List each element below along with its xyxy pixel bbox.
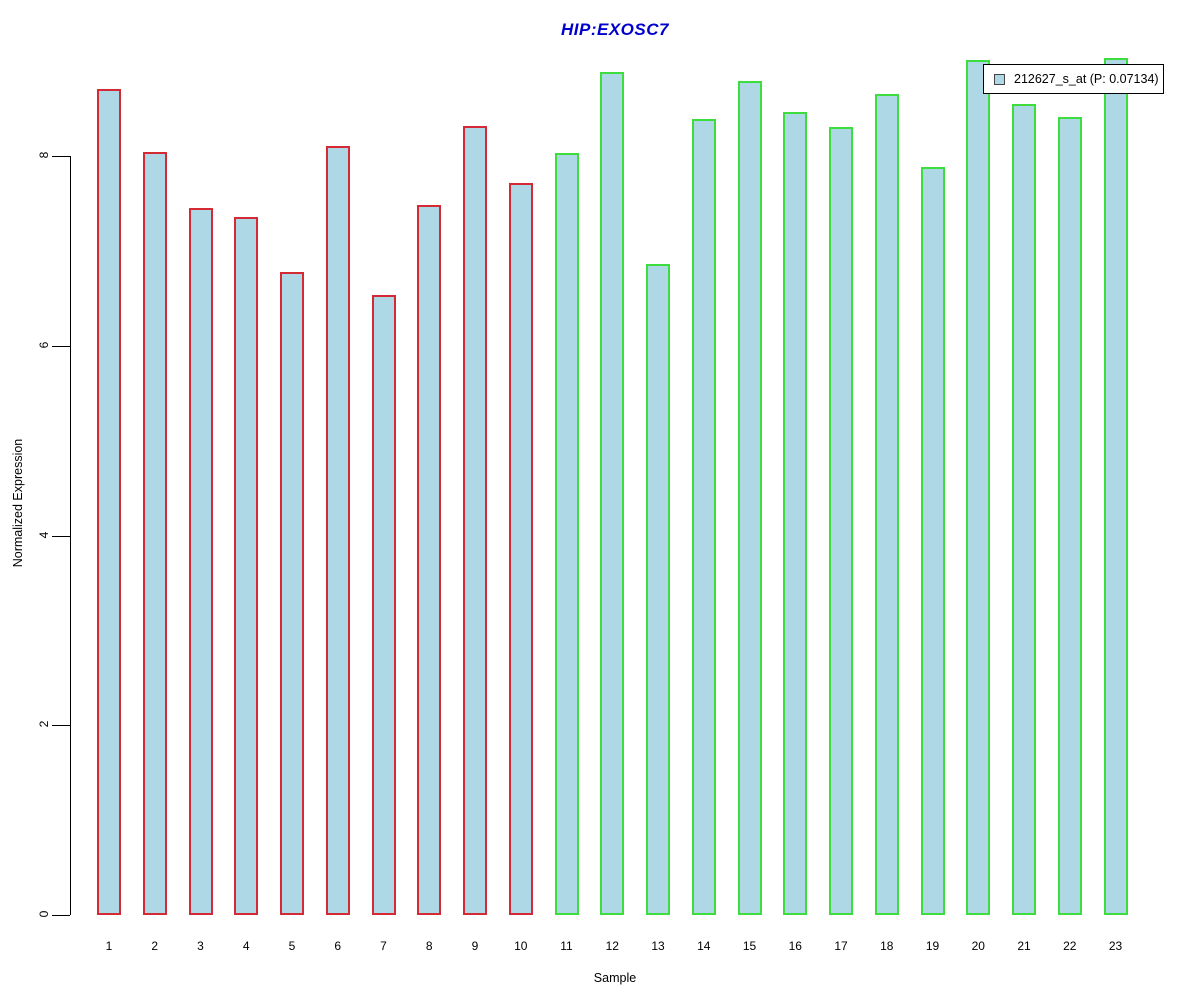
x-tick-label: 17 [834, 939, 848, 953]
bar-sample-17 [829, 126, 853, 915]
x-tick-label: 9 [471, 939, 479, 953]
y-axis-line [70, 156, 71, 915]
y-tick [52, 345, 70, 347]
bar-sample-12 [600, 71, 625, 915]
y-tick-label: 6 [37, 341, 51, 349]
x-tick-label: 15 [742, 939, 757, 953]
bar-sample-8 [417, 205, 442, 915]
x-tick-label: 18 [880, 939, 894, 953]
y-axis-title: Normalized Expression [11, 438, 25, 568]
x-tick-label: 23 [1108, 939, 1123, 953]
x-tick-label: 6 [334, 939, 342, 953]
bar-sample-7 [371, 294, 396, 915]
x-tick-label: 1 [105, 939, 113, 953]
bar-sample-13 [646, 264, 670, 915]
bar-sample-16 [783, 112, 808, 915]
bar-sample-20 [966, 60, 991, 915]
bar-sample-11 [554, 153, 579, 915]
bar-sample-10 [508, 182, 533, 915]
bar-sample-4 [234, 216, 259, 915]
x-tick-label: 5 [288, 939, 296, 953]
y-tick [52, 725, 70, 727]
bar-sample-9 [463, 125, 487, 915]
bar-sample-23 [1103, 58, 1128, 915]
y-tick [52, 535, 70, 537]
chart-title: HIP:EXOSC7 [561, 20, 669, 39]
x-tick-label: 19 [925, 939, 940, 953]
bar-sample-21 [1012, 103, 1036, 915]
bar-sample-3 [188, 208, 213, 915]
x-tick-label: 16 [788, 939, 802, 953]
x-tick-label: 4 [242, 939, 250, 953]
x-axis-title: Sample [593, 971, 637, 985]
x-tick-label: 22 [1063, 939, 1077, 953]
x-tick-label: 20 [971, 939, 985, 953]
bar-sample-14 [691, 118, 716, 915]
y-tick [52, 156, 70, 157]
x-tick-label: 14 [697, 939, 711, 953]
x-tick-label: 10 [514, 939, 528, 953]
legend-label: 212627_s_at (P: 0.07134) [1014, 72, 1159, 86]
x-tick-label: 7 [380, 939, 387, 953]
x-tick-label: 3 [197, 939, 204, 953]
bar-sample-18 [874, 94, 899, 915]
y-tick-label: 2 [37, 720, 51, 728]
bar-sample-15 [737, 81, 762, 915]
x-tick-label: 21 [1017, 939, 1031, 953]
bar-sample-6 [325, 145, 350, 915]
x-tick-label: 8 [425, 939, 433, 953]
y-tick-label: 8 [37, 151, 51, 159]
x-tick-label: 12 [605, 939, 619, 953]
bar-sample-2 [142, 152, 167, 915]
legend-swatch-icon [994, 73, 1005, 85]
x-tick-label: 11 [560, 939, 573, 953]
x-tick-label: 2 [151, 939, 159, 953]
y-tick-label: 4 [37, 531, 51, 538]
bar-sample-22 [1057, 117, 1082, 915]
y-tick [52, 915, 70, 916]
x-tick-label: 13 [651, 939, 665, 953]
bar-sample-19 [920, 167, 945, 915]
bar-sample-1 [97, 88, 121, 915]
legend: 212627_s_at (P: 0.07134) [983, 64, 1164, 94]
bar-sample-5 [280, 271, 304, 915]
y-tick-label: 0 [37, 910, 51, 918]
